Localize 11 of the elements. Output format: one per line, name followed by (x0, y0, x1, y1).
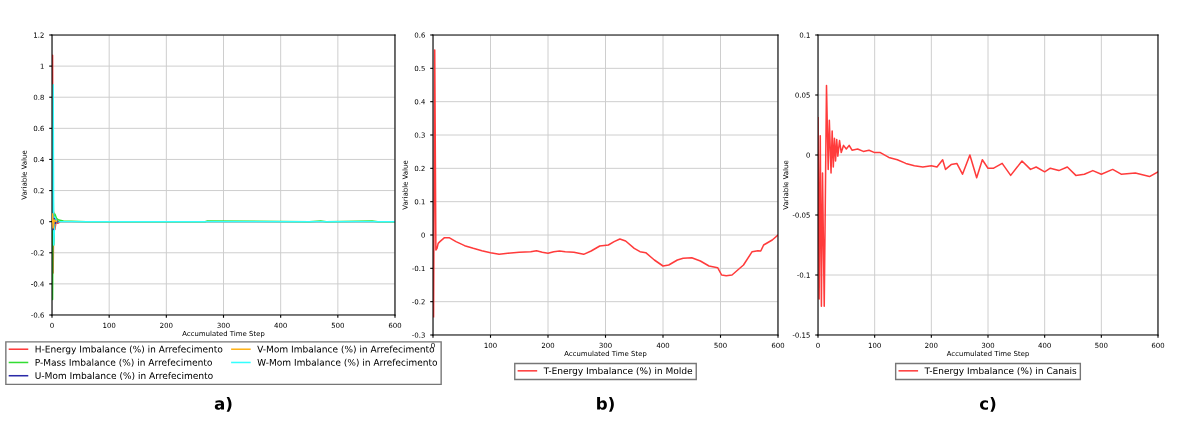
text: c) (979, 396, 996, 412)
text: b) (597, 396, 614, 412)
legend-label: T-Energy Imbalance (%) in Molde (543, 367, 693, 376)
legend-label: P-Mass Imbalance (%) in Arrefecimento (35, 358, 212, 367)
legend-label: U-Mom Imbalance (%) in Arrefecimento (35, 372, 213, 381)
text: a) (214, 396, 232, 412)
line-series (52, 84, 395, 246)
legend-label: T-Energy Imbalance (%) in Canais (924, 367, 1077, 376)
legend-label: W-Mom Imbalance (%) in Arrefecimento (257, 358, 438, 367)
line-series (818, 84, 1158, 307)
legend-label: H-Energy Imbalance (%) in Arrefecimento (35, 345, 223, 355)
